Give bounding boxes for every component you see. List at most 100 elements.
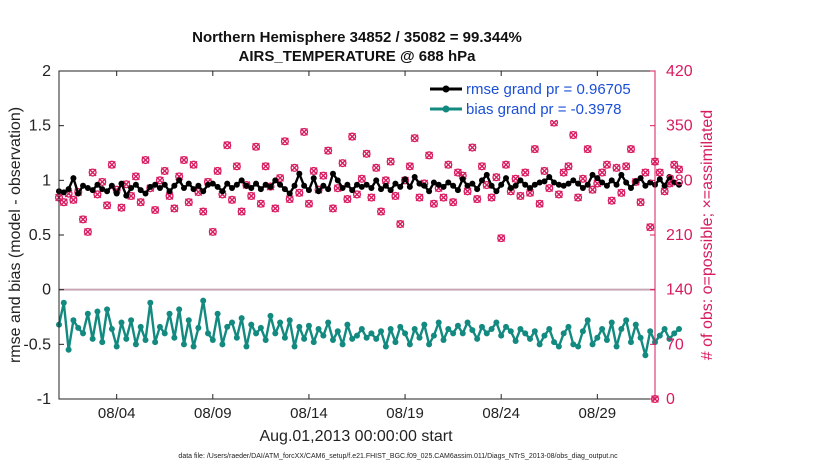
bias-point (301, 335, 308, 342)
obs-possible-marker (199, 207, 208, 216)
legend-bias-marker (442, 105, 450, 113)
obs-assimilated-marker (415, 193, 424, 202)
obs-assimilated-marker (237, 207, 246, 216)
rmse-point (349, 187, 356, 194)
bias-point (469, 327, 476, 334)
bias-point (253, 330, 260, 337)
obs-possible-marker (636, 198, 645, 207)
obs-possible-marker (492, 173, 501, 182)
rmse-point (570, 177, 577, 184)
bias-point (435, 319, 442, 326)
bias-point (551, 339, 558, 346)
bias-point (613, 343, 620, 350)
bias-point (488, 326, 495, 333)
obs-assimilated-marker (261, 162, 270, 171)
obs-possible-marker (612, 163, 621, 172)
obs-possible-marker (141, 155, 150, 165)
obs-assimilated-marker (348, 132, 357, 141)
bias-point (248, 321, 255, 328)
rmse-point (402, 176, 409, 183)
obs-assimilated-marker (646, 223, 655, 232)
obs-possible-marker (569, 130, 578, 140)
bias-point (599, 326, 606, 333)
rmse-point (137, 187, 144, 194)
obs-possible-marker (622, 162, 631, 171)
bias-point (339, 341, 346, 348)
bias-point (397, 323, 404, 330)
obs-assimilated-marker (69, 195, 78, 204)
obs-assimilated-marker (295, 188, 304, 197)
rmse-point (219, 188, 226, 195)
bias-point (584, 317, 591, 324)
rmse-point (382, 182, 389, 189)
obs-assimilated-marker (497, 234, 506, 243)
obs-assimilated-marker (612, 163, 621, 172)
obs-possible-marker (674, 165, 684, 174)
bias-point (358, 326, 365, 333)
obs-assimilated-marker (199, 207, 208, 216)
obs-assimilated-marker (252, 142, 260, 151)
obs-assimilated-marker (439, 193, 448, 202)
bias-point (200, 297, 207, 304)
bias-point (80, 330, 87, 337)
obs-assimilated-marker (622, 162, 631, 171)
obs-assimilated-marker (189, 160, 198, 169)
rmse-series (56, 170, 683, 199)
y-left-tick-label: -1 (37, 391, 51, 408)
obs-assimilated-marker (343, 195, 352, 203)
bias-point (334, 328, 341, 335)
rmse-point (671, 179, 678, 186)
rmse-point (315, 188, 322, 195)
obs-possible-marker (290, 163, 299, 172)
obs-possible-marker (237, 207, 246, 216)
bias-point (575, 343, 582, 350)
obs-assimilated-marker (324, 146, 333, 155)
rmse-point (104, 188, 111, 195)
obs-assimilated-marker (228, 195, 236, 204)
bias-point (627, 339, 634, 346)
obs-possible-marker (545, 184, 554, 193)
obs-possible-marker (160, 166, 169, 176)
rmse-point (546, 174, 553, 181)
obs-possible-marker (78, 215, 88, 224)
rmse-point (656, 176, 663, 183)
bias-point (618, 326, 625, 333)
rmse-point (627, 184, 634, 191)
obs-possible-marker (227, 195, 237, 204)
bias-point (65, 346, 72, 353)
bias-point (281, 334, 288, 341)
bias-point (445, 326, 452, 333)
data-file-footnote: data file: /Users/raeder/DAI/ATM_forcXX/… (178, 453, 618, 460)
obs-assimilated-marker (425, 151, 433, 160)
bias-point (671, 330, 678, 337)
bias-point (421, 321, 428, 328)
bias-point (344, 321, 351, 328)
rmse-point (503, 175, 509, 182)
bias-point (305, 322, 312, 329)
bias-point (262, 336, 269, 343)
bias-point (267, 312, 274, 319)
obs-possible-marker (213, 166, 222, 176)
obs-assimilated-marker (444, 160, 453, 169)
y-left-tick-label: 0 (42, 282, 51, 299)
obs-assimilated-marker (579, 174, 587, 183)
obs-possible-marker (69, 195, 78, 204)
obs-possible-marker (271, 204, 280, 213)
rmse-point (358, 183, 365, 190)
y-left-tick-label: 1 (42, 172, 51, 189)
obs-possible-marker (574, 193, 583, 202)
rmse-point (392, 180, 399, 187)
obs-possible-marker (410, 134, 419, 143)
obs-possible-marker (151, 205, 160, 215)
rmse-point (469, 180, 476, 187)
obs-possible-marker (367, 193, 376, 202)
rmse-point (339, 184, 346, 191)
bias-point (89, 335, 96, 342)
bias-point (132, 341, 139, 348)
rmse-point (180, 184, 187, 191)
bias-point (147, 299, 154, 306)
obs-assimilated-marker (132, 172, 140, 181)
obs-possible-marker (261, 162, 270, 171)
bias-point (257, 324, 264, 331)
bias-point (113, 343, 120, 350)
